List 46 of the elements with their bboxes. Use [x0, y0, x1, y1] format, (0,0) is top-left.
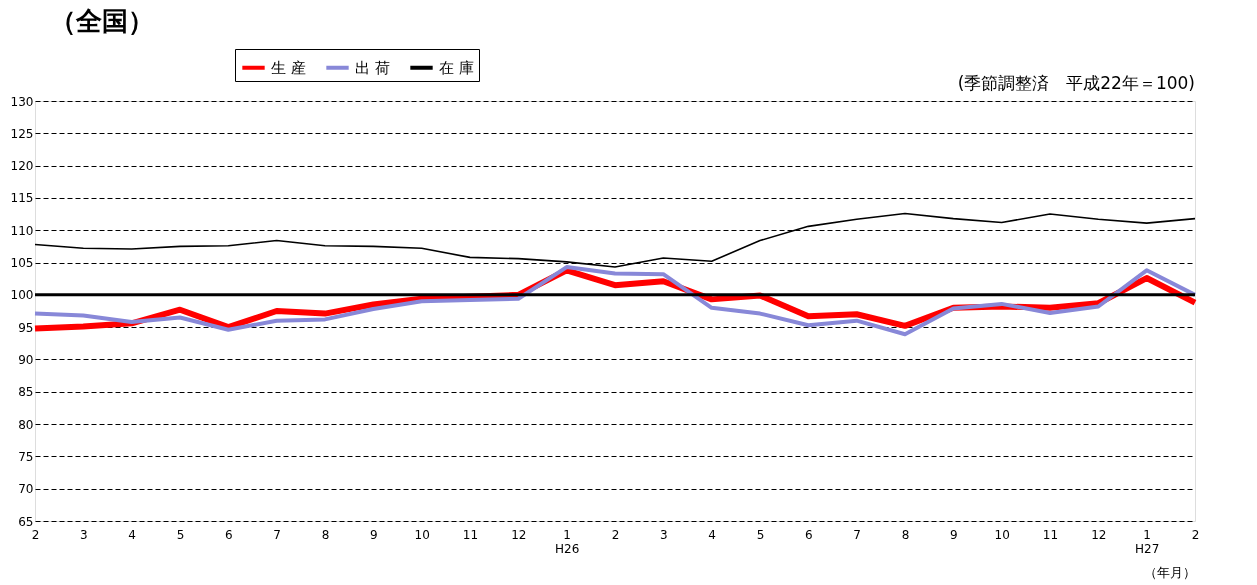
x-tick-label: 6 [805, 527, 813, 542]
x-tick-label: 2 [611, 527, 620, 542]
y-tick-label: 100 [10, 288, 34, 303]
x-tick-label: 1 H26 [555, 527, 580, 556]
chart-title: （全国） [50, 5, 155, 36]
y-tick-label: 105 [10, 256, 34, 271]
x-tick-label: 11 [462, 527, 479, 542]
x-tick-label: 2 [31, 527, 40, 542]
x-tick-label: 5 [756, 527, 765, 542]
y-tick-label: 65 [18, 514, 34, 529]
legend-label: 在 庫 [439, 58, 474, 77]
x-tick-label: 10 [414, 527, 430, 542]
y-tick-label: 75 [18, 449, 34, 464]
x-axis-title: （年月） [1143, 564, 1196, 580]
y-tick-label: 110 [10, 223, 34, 238]
x-tick-label: 12 [1091, 527, 1107, 542]
x-tick-label: 7 [853, 527, 861, 542]
legend-label: 出 荷 [355, 58, 390, 77]
x-tick-label: 9 [370, 527, 378, 542]
y-tick-label: 115 [10, 191, 34, 206]
y-tick-label: 70 [18, 482, 34, 497]
x-tick-label: 6 [225, 527, 233, 542]
y-tick-label: 120 [10, 159, 34, 174]
y-tick-label: 80 [18, 417, 34, 432]
x-tick-label: 4 [708, 527, 716, 542]
x-tick-label: 12 [511, 527, 527, 542]
x-tick-label: 3 [660, 527, 668, 542]
y-tick-label: 125 [10, 126, 34, 141]
x-tick-label: 8 [321, 527, 330, 542]
text: (季節調整済 平成22年＝100) [957, 73, 1195, 93]
x-tick-label: 2 [1191, 527, 1200, 542]
y-tick-label: 130 [10, 94, 34, 109]
y-tick-label: 85 [18, 385, 34, 400]
x-tick-label: 4 [128, 527, 136, 542]
y-tick-label: 95 [18, 320, 34, 335]
y-tick-label: 90 [18, 352, 34, 367]
line-series [34, 212, 1196, 268]
x-tick-label: 11 [1042, 527, 1059, 542]
x-tick-label: 5 [176, 527, 185, 542]
x-tick-label: 3 [80, 527, 88, 542]
x-tick-label: 9 [950, 527, 958, 542]
x-tick-label: 7 [273, 527, 281, 542]
x-tick-label: 10 [994, 527, 1010, 542]
x-tick-label: 8 [901, 527, 910, 542]
x-tick-label: 1 H27 [1135, 527, 1160, 556]
legend-label: 生 産 [271, 58, 306, 77]
